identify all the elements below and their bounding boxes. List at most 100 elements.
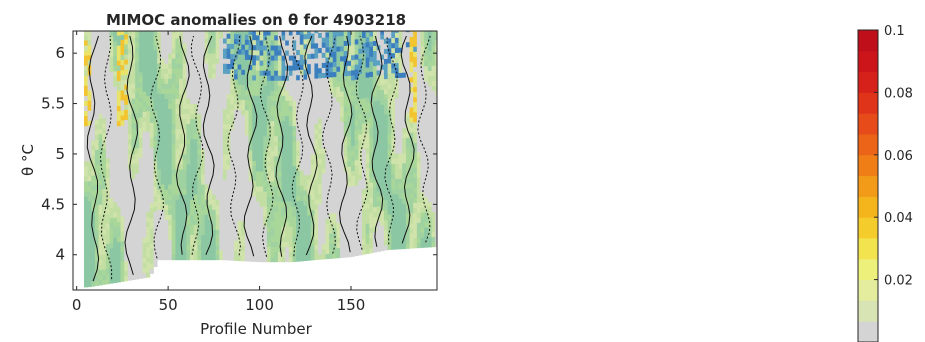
heatmap-cell xyxy=(296,200,301,207)
heatmap-cell xyxy=(222,194,228,200)
heatmap-cell xyxy=(402,97,407,103)
heatmap-cell xyxy=(383,214,389,221)
heatmap-cell xyxy=(405,61,410,68)
heatmap-cell xyxy=(402,213,407,219)
heatmap-cell xyxy=(109,56,114,62)
heatmap-cell xyxy=(222,38,228,44)
heatmap-cell xyxy=(380,149,385,156)
heatmap-cell xyxy=(248,251,253,257)
heatmap-cell xyxy=(285,125,290,132)
heatmap-cell xyxy=(285,95,290,101)
heatmap-cell xyxy=(215,58,220,64)
heatmap-cell xyxy=(409,212,414,219)
heatmap-cell xyxy=(402,31,407,33)
heatmap-cell xyxy=(124,195,129,201)
heatmap-cell xyxy=(420,131,425,138)
heatmap-cell xyxy=(387,173,392,180)
heatmap-cell xyxy=(252,70,257,76)
heatmap-cell xyxy=(266,186,271,192)
contour-line xyxy=(124,35,139,276)
heatmap-cell xyxy=(343,201,348,208)
heatmap-cell xyxy=(347,146,352,152)
heatmap-cell xyxy=(113,86,118,92)
heatmap-cell xyxy=(116,35,121,41)
heatmap-cell xyxy=(318,128,323,134)
heatmap-cell xyxy=(398,228,403,235)
heatmap-cell xyxy=(270,125,275,132)
heatmap-cell xyxy=(197,224,202,230)
heatmap-cell xyxy=(332,177,337,183)
heatmap-cell xyxy=(168,128,173,135)
heatmap-cell xyxy=(149,223,154,229)
heatmap-cell xyxy=(387,78,392,84)
heatmap-cell xyxy=(241,64,246,70)
heatmap-cell xyxy=(230,179,235,186)
heatmap-cell xyxy=(116,241,121,248)
heatmap-cell xyxy=(83,161,89,167)
heatmap-cell xyxy=(142,51,147,57)
heatmap-cell xyxy=(190,249,195,256)
heatmap-cell xyxy=(296,160,301,166)
heatmap-cell xyxy=(288,171,293,177)
heatmap-cell xyxy=(120,39,125,46)
heatmap-cell xyxy=(420,227,425,233)
heatmap-cell xyxy=(116,221,121,228)
heatmap-cell xyxy=(222,169,228,175)
heatmap-cell xyxy=(157,239,162,246)
heatmap-cell xyxy=(318,168,323,175)
heatmap-cell xyxy=(138,86,143,93)
heatmap-cell xyxy=(197,184,202,190)
heatmap-cell xyxy=(182,189,187,195)
heatmap-cell xyxy=(222,149,228,155)
heatmap-cell xyxy=(182,239,187,246)
heatmap-cell xyxy=(336,217,341,223)
heatmap-cell xyxy=(230,250,235,256)
heatmap-cell xyxy=(365,97,370,103)
heatmap-cell xyxy=(201,239,206,246)
heatmap-cell xyxy=(212,199,217,205)
heatmap-cell xyxy=(424,86,429,92)
heatmap-cell xyxy=(274,35,279,41)
heatmap-cell xyxy=(420,66,425,72)
heatmap-cell xyxy=(164,234,169,241)
heatmap-cell xyxy=(222,53,228,59)
heatmap-cell xyxy=(182,98,187,104)
heatmap-cell xyxy=(266,100,271,106)
heatmap-cell xyxy=(285,211,290,217)
heatmap-cell xyxy=(321,97,326,104)
heatmap-cell xyxy=(351,34,356,41)
heatmap-cell xyxy=(83,155,89,162)
heatmap-cell xyxy=(171,164,176,170)
heatmap-cell xyxy=(113,227,118,233)
heatmap-cell xyxy=(270,95,275,101)
heatmap-cell xyxy=(105,87,110,93)
heatmap-cell xyxy=(343,106,348,112)
heatmap-cell xyxy=(336,192,341,198)
heatmap-cell xyxy=(186,48,191,54)
heatmap-cell xyxy=(354,89,359,95)
heatmap-cell xyxy=(398,52,403,58)
heatmap-cell xyxy=(94,124,100,130)
heatmap-cell xyxy=(416,232,421,239)
heatmap-cell xyxy=(288,211,293,217)
x-tick-label: 150 xyxy=(337,296,366,314)
heatmap-cell xyxy=(124,255,129,262)
heatmap-cell xyxy=(266,85,271,91)
heatmap-cell xyxy=(233,220,239,226)
heatmap-cell xyxy=(340,202,345,208)
colorbar: 0.020.040.060.080.1 xyxy=(857,24,913,342)
heatmap-cell xyxy=(146,181,151,187)
heatmap-cell xyxy=(394,148,399,154)
heatmap-cell xyxy=(252,216,257,222)
heatmap-cell xyxy=(318,52,323,59)
heatmap-cell xyxy=(153,110,158,116)
heatmap-cell xyxy=(362,93,367,99)
heatmap-cell xyxy=(226,93,231,100)
heatmap-cell xyxy=(153,54,158,61)
heatmap-cell xyxy=(94,109,100,115)
heatmap-cell xyxy=(135,188,140,194)
heatmap-cell xyxy=(435,135,437,142)
heatmap-cell xyxy=(233,38,239,45)
heatmap-cell xyxy=(336,86,341,92)
heatmap-cell xyxy=(248,200,253,207)
